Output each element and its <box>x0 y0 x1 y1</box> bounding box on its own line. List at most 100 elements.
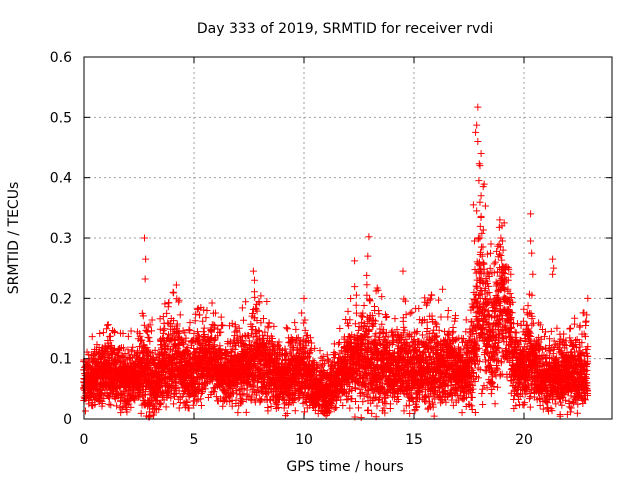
data-point <box>212 393 220 401</box>
data-point <box>219 321 227 329</box>
y-tick-label: 0.6 <box>50 50 72 66</box>
data-point <box>176 311 184 319</box>
data-point <box>193 397 201 405</box>
data-point <box>193 328 201 336</box>
data-point <box>415 304 423 312</box>
x-tick-label: 0 <box>80 432 89 448</box>
data-point <box>427 295 435 303</box>
data-point <box>261 328 269 336</box>
data-point <box>351 283 359 291</box>
data-point <box>214 325 222 333</box>
data-point <box>119 329 127 337</box>
data-point <box>355 404 363 412</box>
data-point <box>162 361 170 369</box>
data-point <box>435 296 443 304</box>
data-point <box>175 298 183 306</box>
data-point <box>119 402 127 410</box>
y-tick-label: 0.5 <box>50 110 72 126</box>
data-point <box>373 402 381 410</box>
data-point <box>195 333 203 341</box>
data-point <box>135 342 143 350</box>
data-point <box>249 322 257 330</box>
data-point <box>249 333 257 341</box>
data-point <box>240 390 248 398</box>
data-point <box>378 293 386 301</box>
data-point <box>242 298 250 306</box>
data-point <box>178 393 186 401</box>
data-point <box>88 401 96 409</box>
data-point <box>250 288 258 296</box>
data-point <box>112 360 120 368</box>
x-tick-label: 20 <box>515 432 533 448</box>
data-point <box>228 319 236 327</box>
chart-title: Day 333 of 2019, SRMTID for receiver rvd… <box>197 21 493 37</box>
data-point <box>211 322 219 330</box>
data-point <box>376 329 384 337</box>
data-point <box>104 321 112 329</box>
data-point <box>185 404 193 412</box>
data-point <box>175 404 183 412</box>
data-point <box>170 400 178 408</box>
data-point <box>231 321 239 329</box>
data-point <box>249 309 257 317</box>
data-point <box>194 387 202 395</box>
x-tick-label: 5 <box>190 432 199 448</box>
data-point <box>282 324 290 332</box>
data-point <box>240 316 248 324</box>
data-point <box>178 335 186 343</box>
data-point <box>370 395 378 403</box>
data-point <box>217 313 225 321</box>
data-point <box>111 328 119 336</box>
data-point <box>206 335 214 343</box>
data-point <box>123 401 131 409</box>
data-point <box>224 349 232 357</box>
data-point <box>386 405 394 413</box>
data-point <box>248 325 256 333</box>
data-point <box>99 329 107 337</box>
data-point <box>344 307 352 315</box>
data-point <box>217 328 225 336</box>
data-point <box>194 336 202 344</box>
data-point <box>120 344 128 352</box>
data-point <box>255 326 263 334</box>
data-point <box>159 313 167 321</box>
data-point <box>156 401 164 409</box>
data-point <box>199 317 207 325</box>
x-tick-label: 10 <box>295 432 313 448</box>
x-tick-label: 15 <box>405 432 423 448</box>
data-point <box>160 329 168 337</box>
data-point <box>248 393 256 401</box>
data-point <box>371 302 379 310</box>
data-point <box>375 310 383 318</box>
data-point <box>98 400 106 408</box>
data-point <box>164 303 172 311</box>
data-point <box>170 317 178 325</box>
data-point <box>357 414 365 422</box>
data-point <box>129 343 137 351</box>
data-point <box>243 386 251 394</box>
data-points <box>80 103 592 422</box>
data-point <box>163 309 171 317</box>
data-point <box>378 320 386 328</box>
data-point <box>363 281 371 289</box>
data-point <box>191 317 199 325</box>
data-point <box>291 319 299 327</box>
data-point <box>218 353 226 361</box>
data-point <box>253 307 261 315</box>
data-point <box>105 400 113 408</box>
data-point <box>212 309 220 317</box>
data-point <box>335 338 343 346</box>
data-point <box>127 327 135 335</box>
data-point <box>238 304 246 312</box>
data-point <box>309 357 317 365</box>
data-point <box>113 402 121 410</box>
data-point <box>107 401 115 409</box>
data-point <box>270 322 278 330</box>
data-point <box>105 394 113 402</box>
data-point <box>166 382 174 390</box>
data-point <box>203 306 211 314</box>
data-point <box>263 298 271 306</box>
data-point <box>437 313 445 321</box>
data-point <box>173 322 181 330</box>
data-point <box>161 300 169 308</box>
